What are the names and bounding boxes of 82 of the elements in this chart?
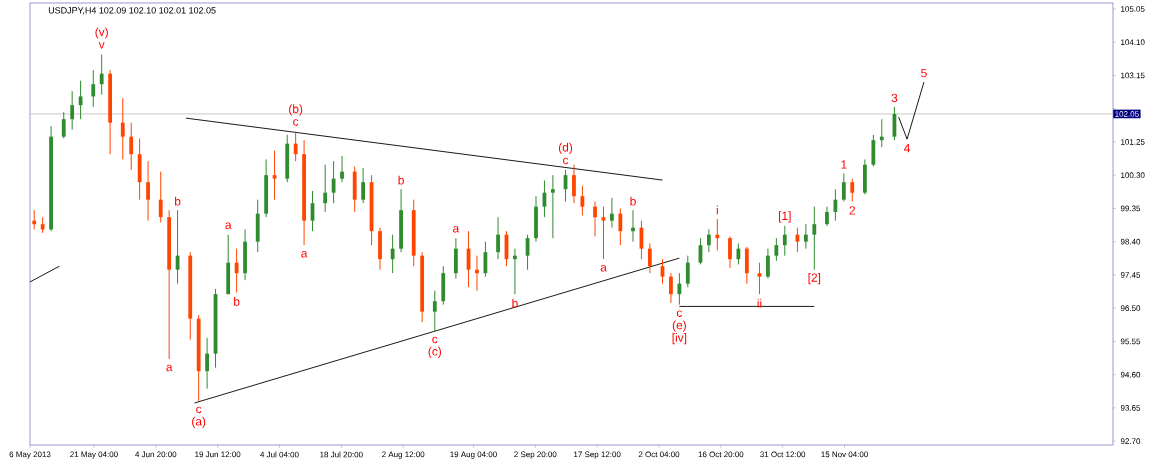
annotation: v	[98, 42, 105, 49]
annotation: 5	[921, 68, 927, 78]
annotation: [iv]	[672, 333, 687, 345]
candlestick	[146, 160, 150, 222]
candlestick	[685, 255, 690, 288]
annotation: b	[175, 196, 181, 206]
annotation: c	[432, 336, 438, 344]
candlestick	[61, 111, 66, 139]
candlestick	[647, 242, 652, 274]
candlestick	[91, 69, 96, 108]
candlestick	[601, 206, 606, 260]
candlestick	[618, 207, 623, 246]
chart-title: USDJPY,H4 102.09 102.10 102.01 102.05	[48, 7, 216, 15]
candlestick	[850, 178, 855, 202]
candlestick	[580, 185, 585, 216]
candlestick	[572, 164, 576, 204]
candlestick	[272, 150, 277, 201]
candlestick	[99, 53, 104, 96]
candlestick	[879, 118, 884, 148]
candlestick	[323, 164, 328, 213]
annotation: a	[301, 250, 308, 258]
annotation: 2	[849, 206, 855, 215]
annotation: c	[196, 406, 202, 414]
annotation: i	[716, 205, 718, 215]
annotation: c	[676, 310, 683, 317]
annotation: c	[293, 119, 299, 126]
candlestick	[728, 235, 732, 269]
annotation: b	[630, 196, 636, 206]
candlestick	[825, 206, 829, 227]
annotation: 1	[841, 160, 847, 169]
candlestick	[669, 272, 673, 304]
candlestick	[120, 97, 125, 160]
annotation: a	[225, 222, 232, 229]
candlestick	[593, 200, 597, 237]
annotation: c	[563, 157, 569, 165]
candlestick	[496, 216, 500, 260]
annotation: (e)	[672, 320, 686, 332]
annotation: (c)	[428, 346, 442, 358]
annotation: b	[234, 297, 240, 306]
candlestick	[757, 262, 762, 295]
candlestick	[677, 272, 682, 306]
candlestick	[293, 130, 298, 162]
candlestick	[158, 171, 163, 223]
annotation: (d)	[558, 142, 573, 154]
candlestick	[513, 248, 517, 295]
annotation: 4	[904, 144, 911, 153]
annotation: 3	[891, 93, 898, 103]
candlestick	[707, 228, 711, 253]
annotation: a	[600, 264, 607, 272]
annotation: ii	[757, 298, 762, 308]
annotation: a	[453, 225, 460, 233]
candlestick	[361, 167, 366, 204]
annotation: a	[166, 364, 173, 372]
annotation: (b)	[289, 104, 303, 116]
candlestick	[331, 160, 336, 204]
candlestick	[390, 234, 395, 274]
candlestick	[833, 188, 838, 222]
annotation: (a)	[192, 416, 206, 428]
candlestick	[715, 218, 720, 251]
candlestick	[475, 255, 479, 292]
candlestick	[803, 223, 808, 250]
annotation: [1]	[779, 211, 791, 223]
candlestick	[340, 155, 344, 183]
candlestick	[782, 225, 787, 257]
candlestick	[70, 90, 75, 131]
candlestick	[766, 248, 770, 279]
candlestick	[550, 174, 555, 239]
candlestick	[812, 206, 817, 271]
candlestick	[841, 172, 846, 202]
annotation: [2]	[808, 273, 821, 285]
annotation: b	[398, 175, 404, 185]
candlestick	[234, 248, 239, 293]
candlestick	[610, 197, 614, 229]
candlestick	[631, 209, 635, 243]
candlestick	[129, 122, 134, 171]
annotation: (v)	[95, 27, 108, 39]
annotation: b	[512, 298, 518, 308]
candlestick	[78, 80, 83, 120]
candlestick	[432, 290, 437, 332]
candlestick	[774, 237, 779, 262]
candlestick	[32, 209, 37, 230]
candlestick	[205, 337, 209, 390]
